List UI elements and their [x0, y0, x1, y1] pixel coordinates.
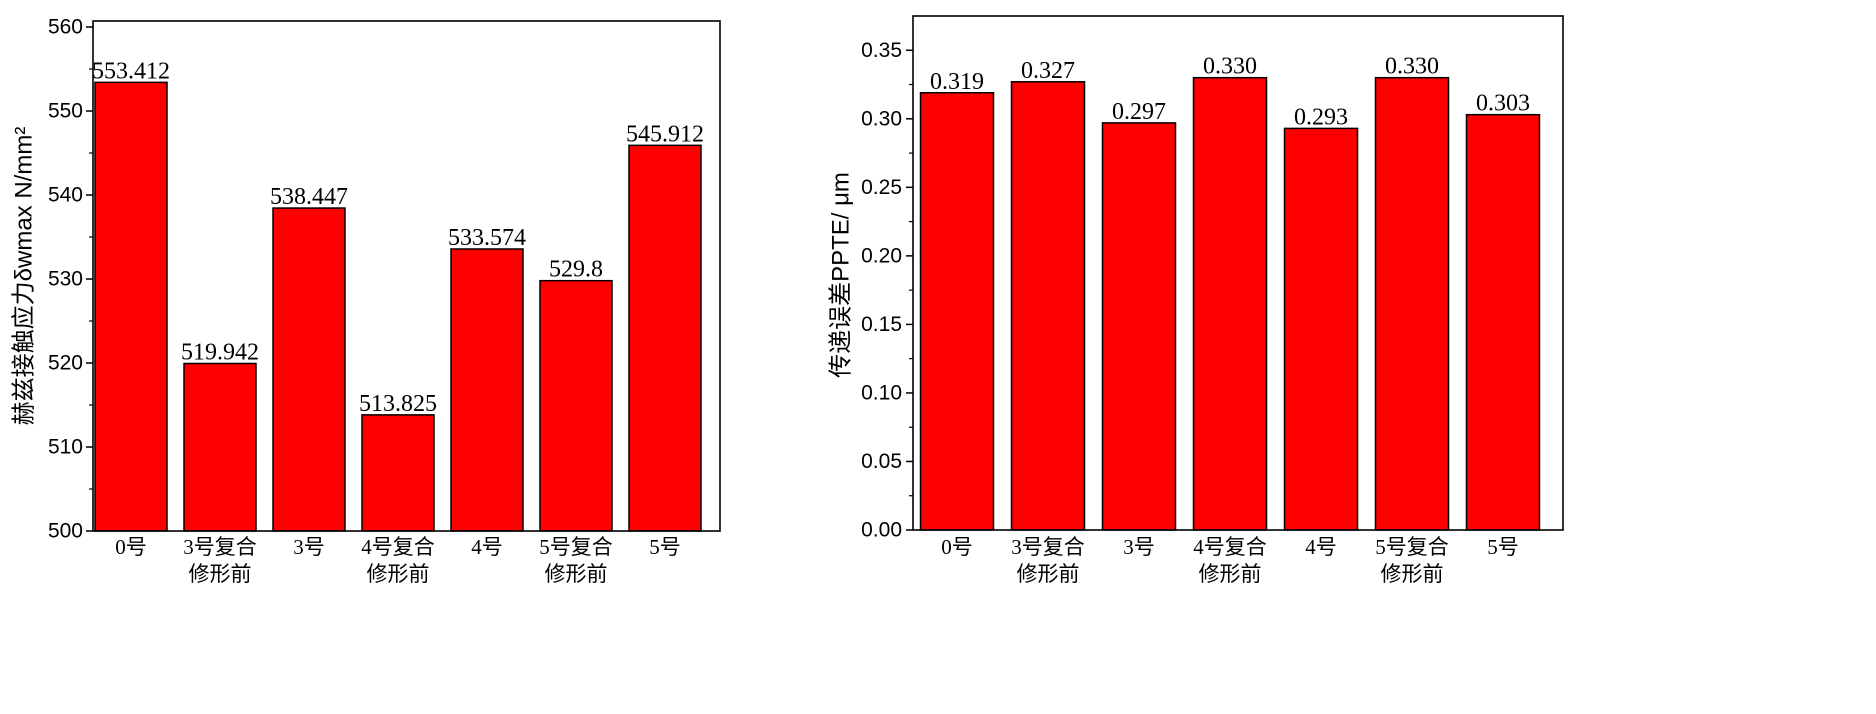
y-tick-label: 0.20: [861, 244, 902, 267]
bar: [1101, 122, 1177, 531]
bar: [94, 81, 168, 532]
bar: [1192, 76, 1268, 531]
bar: [272, 207, 346, 532]
y-tick-label: 520: [48, 352, 83, 375]
bar-value-label: 538.447: [270, 184, 348, 210]
bar: [539, 279, 613, 532]
y-tick-label: 540: [48, 184, 83, 207]
bar-value-label: 545.912: [626, 121, 704, 147]
y-tick-label: 0.10: [861, 381, 902, 404]
y-tick-label: 530: [48, 268, 83, 291]
y-tick-label: 560: [48, 16, 83, 39]
bar-value-label: 533.574: [448, 225, 526, 251]
plot-frame: [92, 20, 721, 532]
y-tick-label: 550: [48, 100, 83, 123]
bar-value-label: 513.825: [359, 391, 437, 417]
bar: [1010, 81, 1086, 531]
bar-value-label: 0.330: [1385, 54, 1439, 80]
right-bar-chart: 传递误差PPTE/ μm 0.319 0.327 0.297 0.330 0.293 0.…: [828, 15, 1564, 542]
y-tick-label: 510: [48, 436, 83, 459]
bar: [628, 144, 702, 532]
y-tick-label: 0.30: [861, 107, 902, 130]
y-axis-title: 赫兹接触应力δwmax N/mm²: [11, 127, 38, 426]
bar-value-label: 0.303: [1476, 91, 1530, 117]
bar: [1465, 113, 1541, 531]
bar-value-label: 529.8: [549, 257, 603, 283]
plot-frame: [912, 15, 1564, 531]
bar-value-label: 0.297: [1112, 99, 1166, 125]
y-tick-label: 500: [48, 520, 83, 543]
bar: [450, 248, 524, 532]
bar-value-label: 0.330: [1203, 54, 1257, 80]
bar-value-label: 553.412: [92, 58, 170, 84]
y-tick-label: 0.35: [861, 39, 902, 62]
bar: [1374, 76, 1450, 531]
left-bar-chart: 赫兹接触应力δwmax N/mm² 553.412 519.942 538.447 5…: [11, 16, 721, 543]
y-axis-title: 传递误差PPTE/ μm: [828, 172, 855, 378]
bar: [1283, 127, 1359, 531]
bar: [361, 414, 435, 532]
y-tick-label: 0.05: [861, 450, 902, 473]
y-tick-label: 0.15: [861, 313, 902, 336]
bar: [919, 92, 995, 531]
bar-value-label: 0.319: [930, 69, 984, 95]
bar-value-label: 0.327: [1021, 58, 1075, 84]
y-tick-label: 0.00: [861, 519, 902, 542]
bar-value-label: 519.942: [181, 339, 259, 365]
y-tick-label: 0.25: [861, 176, 902, 199]
bar-value-label: 0.293: [1294, 104, 1348, 130]
bar: [183, 362, 257, 532]
